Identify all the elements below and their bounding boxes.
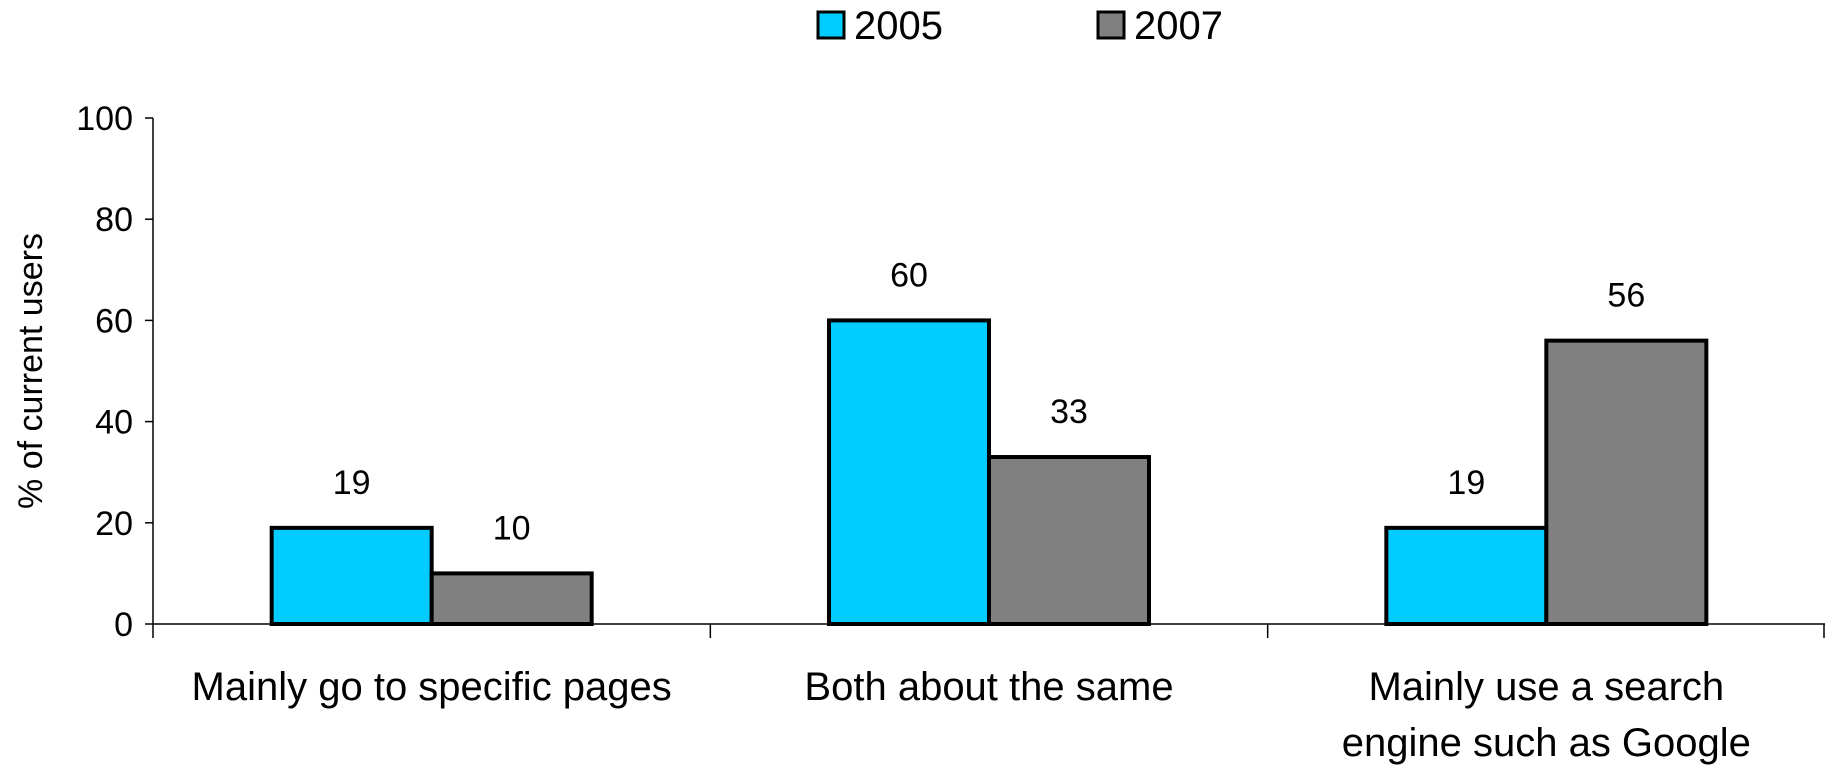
bar-2005 [1384,525,1549,626]
bar-2007 [1544,338,1709,626]
chart-legend: 2005 2007 [816,4,1223,48]
bar-2005 [269,525,434,626]
x-category-label: engine such as Google [1342,721,1751,765]
data-label: 60 [890,256,928,294]
legend-swatch-2005 [816,10,846,40]
bar-2005 [827,318,991,626]
y-tick-label: 80 [95,201,133,239]
data-labels: 19 10 60 33 19 56 [333,256,1645,547]
x-axis: Mainly go to specific pages Both about th… [152,623,1825,765]
bar-2007 [987,455,1151,626]
data-label: 19 [333,464,371,502]
legend-label: 2007 [1134,4,1223,48]
legend-label: 2005 [854,4,943,48]
y-tick-label: 40 [95,404,133,442]
y-tick-label: 0 [114,606,133,644]
bars [269,318,1709,627]
bar-2007 [429,571,594,627]
y-tick-label: 100 [76,100,133,138]
data-label: 33 [1050,393,1088,431]
data-label: 56 [1607,277,1645,315]
x-category-label: Mainly go to specific pages [192,665,672,709]
y-tick-label: 20 [95,505,133,543]
legend-swatch-2007 [1096,10,1126,40]
data-label: 19 [1447,464,1485,502]
x-category-label: Mainly use a search [1368,665,1724,709]
data-label: 10 [493,509,531,547]
y-axis-title: % of current users [12,233,50,509]
x-category-label: Both about the same [804,665,1173,709]
y-axis: 0 20 40 60 80 100 % of current users [12,100,154,644]
y-tick-label: 60 [95,302,133,340]
